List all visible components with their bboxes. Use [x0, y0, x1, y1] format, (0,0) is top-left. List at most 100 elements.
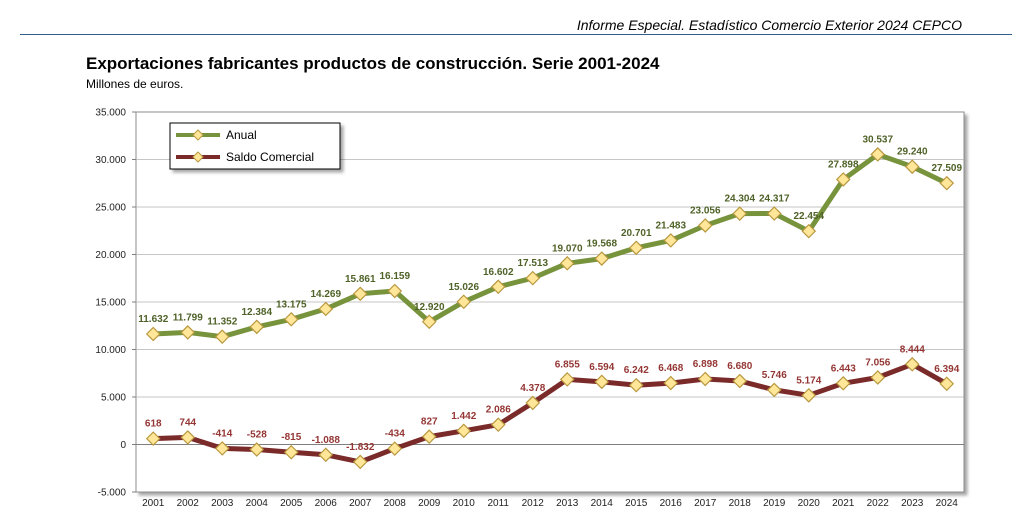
data-point [732, 373, 748, 389]
data-point [697, 218, 713, 233]
data-point [904, 159, 920, 175]
data-label: -528 [247, 430, 267, 441]
x-tick-label: 2020 [798, 498, 821, 509]
data-point [904, 356, 920, 372]
x-tick-label: 2008 [384, 498, 407, 509]
data-label: 19.568 [586, 239, 617, 250]
data-point [145, 326, 161, 342]
x-tick-label: 2010 [453, 498, 476, 509]
data-point [801, 223, 817, 239]
data-point [628, 240, 644, 256]
data-label: 4.378 [520, 383, 545, 394]
y-tick-label: 10.000 [95, 345, 126, 356]
y-tick-label: 20.000 [95, 250, 126, 261]
data-label: 21.483 [655, 220, 686, 231]
data-point [490, 279, 506, 295]
data-point [214, 441, 230, 456]
data-label: -414 [212, 428, 232, 439]
y-tick-label: 15.000 [95, 298, 126, 309]
data-point [456, 423, 472, 439]
data-label: 29.240 [897, 147, 928, 158]
data-point [525, 270, 541, 286]
x-tick-label: 2009 [418, 498, 441, 509]
legend-swatch-marker [192, 151, 204, 163]
data-label: 1.442 [451, 411, 476, 422]
data-point [490, 417, 506, 433]
data-point [387, 441, 403, 456]
y-tick-label: 25.000 [95, 203, 126, 214]
y-tick-label: -5.000 [98, 488, 127, 499]
data-point [421, 429, 437, 444]
data-label: -815 [281, 432, 301, 443]
data-label: 6.855 [555, 359, 580, 370]
data-point [421, 314, 437, 330]
data-label: 27.509 [931, 163, 962, 174]
data-point [594, 374, 610, 390]
report-header: Informe Especial. Estadístico Comercio E… [576, 17, 962, 33]
x-tick-label: 2011 [487, 498, 509, 509]
data-label: 6.443 [831, 363, 856, 374]
data-label: 744 [179, 417, 196, 428]
chart-title: Exportaciones fabricantes productos de c… [86, 54, 660, 73]
x-tick-label: 2012 [522, 498, 545, 509]
legend-label: Anual [226, 128, 257, 142]
data-point [352, 454, 368, 470]
data-point [801, 387, 817, 403]
x-tick-label: 2007 [349, 498, 372, 509]
data-label: 11.799 [173, 312, 203, 323]
y-tick-label: 5.000 [101, 393, 126, 404]
data-point [456, 294, 472, 310]
data-label: -1.088 [312, 435, 341, 446]
data-point [939, 175, 955, 191]
data-point [628, 377, 644, 393]
x-tick-label: 2019 [763, 498, 786, 509]
x-tick-label: 2024 [936, 498, 959, 509]
chart-subtitle: Millones de euros. [86, 77, 184, 91]
data-label: 24.304 [724, 194, 755, 205]
data-point [283, 311, 299, 327]
series-markers [145, 147, 955, 470]
x-tick-label: 2004 [246, 498, 269, 509]
y-tick-label: 30.000 [95, 155, 126, 166]
x-tick-label: 2022 [867, 498, 890, 509]
data-point [766, 206, 782, 221]
data-label: 15.861 [345, 274, 376, 285]
data-point [559, 372, 575, 387]
gridlines [136, 159, 964, 445]
data-label: 15.026 [448, 282, 479, 293]
data-point [835, 375, 851, 391]
data-point [214, 329, 230, 345]
legend: Anual Saldo Comercial [169, 122, 341, 170]
data-label: 14.269 [310, 289, 341, 300]
data-label: 24.317 [759, 193, 790, 204]
header-divider [20, 34, 1012, 35]
x-tick-label: 2006 [315, 498, 338, 509]
data-label: 13.175 [276, 299, 307, 310]
x-tick-label: 2005 [280, 498, 303, 509]
x-tick-label: 2016 [660, 498, 683, 509]
data-label: 11.352 [207, 317, 237, 328]
data-label: 12.384 [241, 307, 272, 318]
x-tick-label: 2002 [177, 498, 200, 509]
data-label: 7.056 [865, 357, 890, 368]
data-label: 16.159 [379, 271, 410, 282]
data-label: 17.513 [517, 258, 548, 269]
data-point [559, 255, 575, 271]
data-point [594, 251, 610, 266]
data-point [766, 382, 782, 398]
data-label: 6.242 [624, 365, 649, 376]
data-label: -434 [385, 429, 405, 440]
data-label: 8.444 [900, 344, 925, 355]
data-point [663, 375, 679, 391]
data-point [249, 319, 265, 335]
data-point [525, 395, 541, 411]
x-tick-label: 2015 [625, 498, 648, 509]
data-label: 22.454 [793, 211, 824, 222]
data-point [870, 370, 886, 385]
data-point [663, 233, 679, 248]
data-point [283, 444, 299, 460]
data-point [318, 301, 334, 317]
x-tick-label: 2013 [556, 498, 579, 509]
data-point [387, 283, 403, 299]
